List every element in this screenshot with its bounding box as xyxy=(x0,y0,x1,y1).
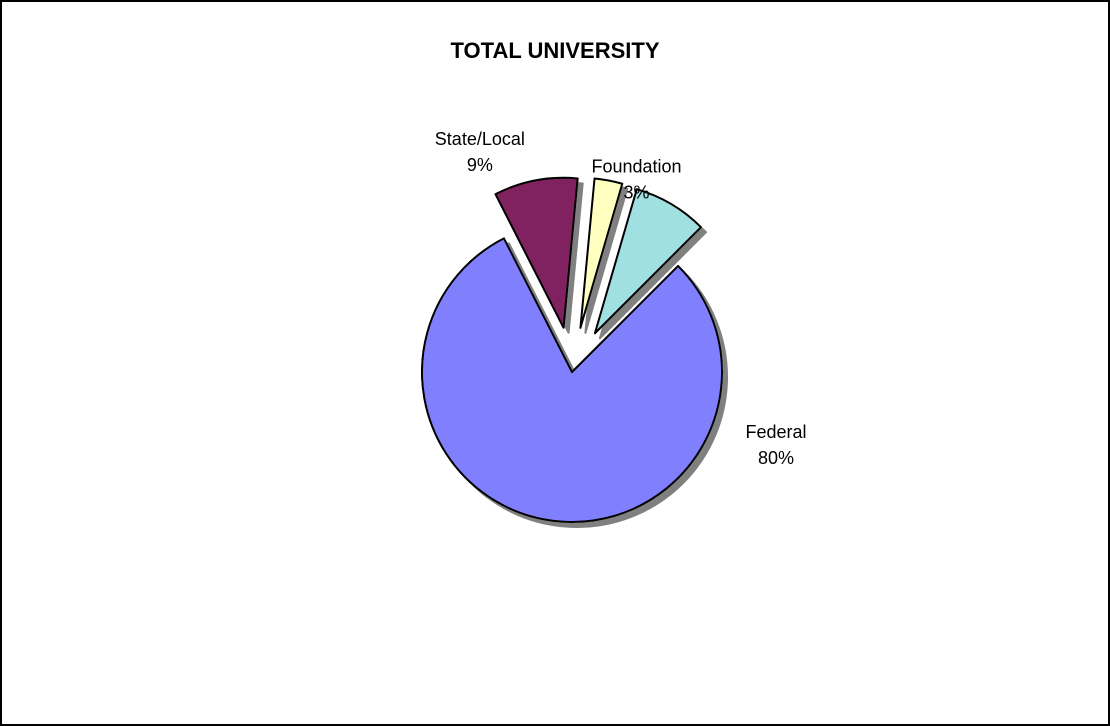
slice-label-state-local: State/Local 9% xyxy=(435,129,525,175)
slice-percent-foundation: 3% xyxy=(624,182,650,202)
pie-slice-state-local xyxy=(494,176,579,329)
slice-label-foundation: Foundation 3% xyxy=(591,156,681,202)
slice-name-state-local: State/Local xyxy=(435,129,525,149)
slice-label-federal: Federal 80% xyxy=(745,422,806,468)
pie-slice-slice-2 xyxy=(579,177,624,329)
pie-slice-foundation xyxy=(593,188,702,335)
slice-percent-federal: 80% xyxy=(758,448,794,468)
chart-title: TOTAL UNIVERSITY xyxy=(450,38,660,63)
pie-slice-federal xyxy=(421,237,723,523)
slice-percent-state-local: 9% xyxy=(467,155,493,175)
slice-name-foundation: Foundation xyxy=(591,156,681,176)
slice-name-federal: Federal xyxy=(745,422,806,442)
